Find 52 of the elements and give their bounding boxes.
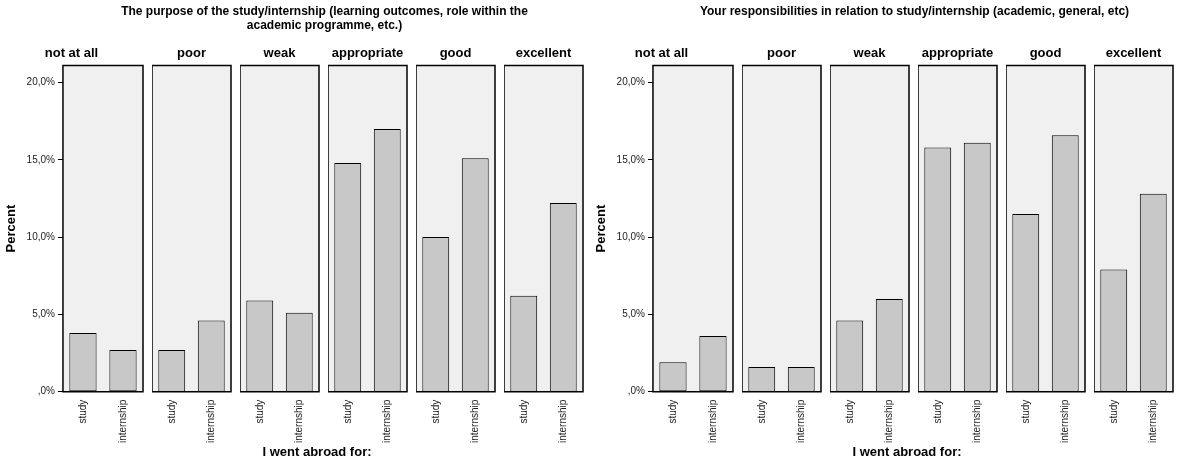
y-tick-label: 5,0% [622, 308, 646, 320]
y-tick-label: 20,0% [616, 76, 646, 88]
y-tick-label: 5,0% [32, 308, 56, 320]
x-tick-label: study [76, 399, 88, 424]
x-tick-label: internship [205, 399, 216, 443]
chart-title: appropriate [331, 45, 404, 61]
x-tick-label: study [429, 399, 441, 424]
y-tick-label: 20,0% [26, 76, 56, 88]
chart-title: not at all [44, 45, 99, 61]
y-tick-label: 15,0% [616, 153, 646, 165]
x-tick-label: internship [795, 399, 806, 443]
text: Your responsibilities in relation to study/internship (academic, general, etc) [698, 4, 1131, 18]
x-tick-label: internship [971, 399, 982, 443]
y-tick-label: ,0% [37, 385, 56, 397]
chart-title: excellent [1105, 45, 1162, 61]
y-tick-label: 10,0% [616, 230, 646, 242]
x-tick-label: study [341, 399, 353, 424]
chart-title: poor [767, 45, 796, 61]
x-tick-label: study [165, 399, 177, 424]
y-axis-title: Percent [3, 204, 19, 253]
x-tick-label: study [1019, 399, 1031, 424]
y-axis-title: Percent [593, 204, 609, 253]
x-tick-label: internship [381, 399, 392, 443]
x-tick-label: study [253, 399, 265, 424]
text: The purpose of the study/internship (learning outcomes, role within the academic programme, etc.) [120, 4, 529, 32]
y-tick-label: 15,0% [26, 153, 56, 165]
chart-title: not at all [634, 45, 689, 61]
x-tick-label: internship [293, 399, 304, 443]
x-tick-label: internship [557, 399, 568, 443]
y-tick-label: ,0% [627, 385, 646, 397]
x-tick-label: study [517, 399, 529, 424]
x-tick-label: internship [1059, 399, 1070, 443]
x-tick-label: internship [883, 399, 894, 443]
chart-title: good [439, 45, 472, 61]
x-tick-label: study [1107, 399, 1119, 424]
x-tick-label: study [931, 399, 943, 424]
chart-title: excellent [515, 45, 572, 61]
chart-title: good [1029, 45, 1062, 61]
x-tick-label: internship [706, 399, 718, 443]
chart-title: poor [177, 45, 206, 61]
x-tick-label: study [666, 399, 678, 424]
x-tick-label: internship [116, 399, 128, 443]
x-tick-label: study [843, 399, 855, 424]
x-tick-label: internship [1147, 399, 1158, 443]
x-tick-label: study [755, 399, 767, 424]
x-axis-title: I went abroad for: [261, 444, 373, 459]
y-tick-label: 10,0% [26, 230, 56, 242]
x-tick-label: internship [469, 399, 480, 443]
x-axis-title: I went abroad for: [851, 444, 963, 459]
chart-title: weak [852, 45, 887, 61]
chart-title: weak [262, 45, 297, 61]
chart-title: appropriate [921, 45, 994, 61]
